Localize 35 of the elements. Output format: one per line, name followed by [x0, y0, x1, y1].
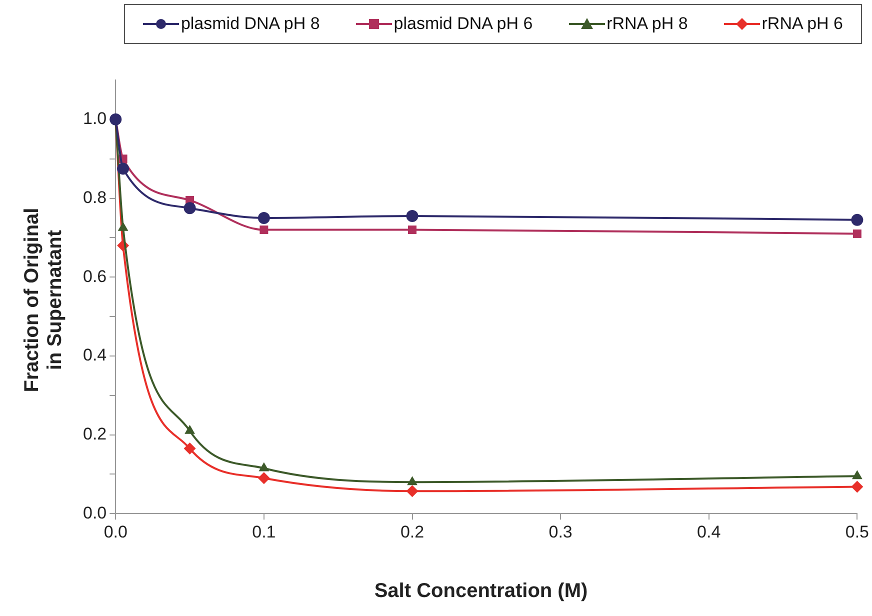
legend-label: plasmid DNA pH 6 — [394, 14, 533, 34]
point — [258, 472, 270, 484]
point — [851, 214, 864, 226]
point — [852, 229, 862, 238]
x-axis-title: Salt Concentration (M) — [373, 580, 589, 603]
legend-label: plasmid DNA pH 8 — [180, 14, 320, 34]
point — [407, 476, 418, 486]
y-tick-label: 0.2 — [82, 424, 107, 444]
legend-label: rRNA pH 6 — [762, 14, 843, 34]
y-tick-label: 0.6 — [82, 266, 107, 286]
point — [258, 212, 270, 224]
x-tick-label: 0.5 — [845, 522, 870, 542]
point — [184, 424, 195, 434]
point — [851, 480, 864, 493]
x-tick-label: 0.3 — [548, 522, 572, 542]
y-tick-label: 0.8 — [82, 188, 107, 207]
x-tick-label: 0.4 — [697, 522, 721, 542]
x-tick-label: 0.0 — [104, 522, 128, 542]
point — [184, 202, 196, 214]
y-tick-label: 0.0 — [82, 503, 107, 522]
x-tick-label: 0.1 — [252, 522, 276, 542]
point — [406, 210, 418, 222]
y-tick-label: 1.0 — [82, 109, 107, 128]
x-tick-label: 0.2 — [400, 522, 424, 542]
point — [260, 226, 268, 234]
y-axis-title: Fraction of Original in Supernatant — [21, 208, 67, 392]
point — [852, 470, 862, 480]
legend-label: rRNA pH 8 — [606, 14, 688, 34]
point — [406, 485, 418, 498]
point — [408, 226, 416, 234]
y-tick-label: 0.4 — [82, 346, 107, 365]
point — [118, 222, 128, 231]
point — [184, 442, 196, 455]
point — [117, 162, 130, 175]
point — [258, 462, 270, 472]
